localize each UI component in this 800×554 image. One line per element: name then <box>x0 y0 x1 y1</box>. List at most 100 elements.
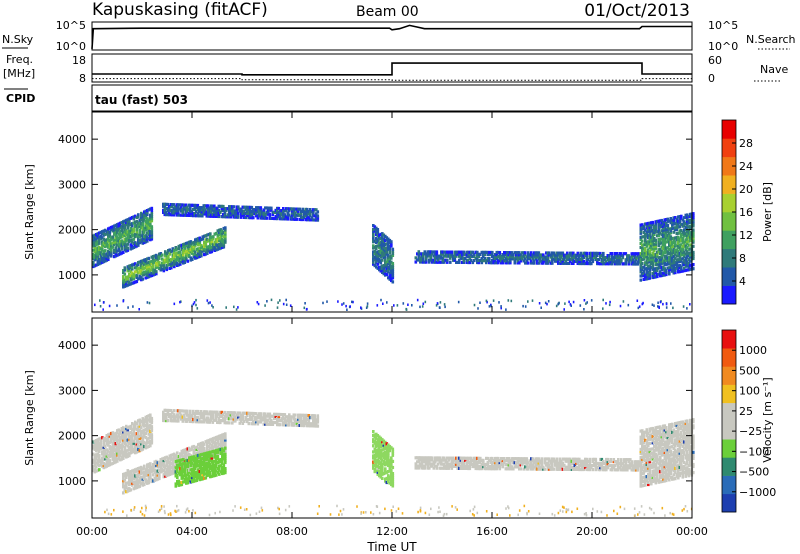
vel-cell <box>273 420 276 425</box>
power-cell <box>687 229 691 233</box>
vel-cell <box>104 451 107 455</box>
vel-cell <box>191 445 194 449</box>
power-cell <box>636 260 640 264</box>
power-cell <box>144 266 148 270</box>
vel-cell <box>177 459 181 463</box>
vel-cell <box>128 435 131 439</box>
power-cell <box>161 257 164 261</box>
power-cell <box>627 260 631 264</box>
power-cell <box>669 245 673 249</box>
power-cell <box>141 215 145 219</box>
power-cell <box>678 263 682 268</box>
power-cell <box>119 231 122 235</box>
vel-cell <box>277 412 281 417</box>
power-cell <box>503 253 506 257</box>
power-cell <box>515 257 518 261</box>
vel-cell <box>277 416 281 421</box>
vel-cell <box>209 438 212 442</box>
power-cell <box>152 259 155 263</box>
power-cell <box>614 256 617 260</box>
power-cell <box>301 217 305 222</box>
power-cell <box>376 256 380 260</box>
power-cell <box>213 208 216 212</box>
power-cell <box>108 247 112 251</box>
power-cell <box>659 274 662 278</box>
power-cell <box>416 298 419 302</box>
power-cell <box>279 217 282 221</box>
vel-cell <box>183 473 187 478</box>
vel-cell <box>174 484 178 488</box>
vel-cell <box>229 411 233 415</box>
power-cell <box>141 265 145 269</box>
power-cell <box>101 252 104 256</box>
vel-cell <box>304 417 308 422</box>
power-cell <box>144 258 148 262</box>
vel-cell <box>191 473 194 478</box>
power-cell <box>423 252 427 256</box>
power-colorbar-tick-label: 4 <box>739 275 746 288</box>
power-cell <box>147 218 151 222</box>
power-cell <box>101 242 104 246</box>
vel-cell <box>101 450 104 454</box>
power-cell <box>602 256 605 260</box>
vel-cell <box>199 420 203 424</box>
power-cell <box>648 221 652 225</box>
vel-cell <box>195 460 199 464</box>
power-cell <box>467 258 470 262</box>
power-cell <box>155 266 158 270</box>
vel-cell <box>195 472 199 476</box>
power-cell <box>144 270 148 274</box>
power-cell <box>213 214 216 218</box>
power-cell <box>98 249 101 254</box>
vel-cell <box>129 451 133 455</box>
vel-cell <box>162 462 166 467</box>
power-cell <box>551 257 554 261</box>
power-cell <box>384 247 387 251</box>
vel-cell <box>234 415 237 419</box>
vel-cell <box>107 457 110 461</box>
vel-cell <box>312 422 315 426</box>
vel-cell <box>128 476 131 480</box>
vel-cell <box>180 458 184 462</box>
power-cell <box>104 255 107 259</box>
power-cell <box>684 260 688 264</box>
power-cell <box>123 266 127 270</box>
power-cell <box>639 266 643 270</box>
vel-cell <box>178 411 182 415</box>
vel-cell <box>215 446 218 450</box>
power-cell <box>681 240 685 245</box>
power-cell <box>570 253 574 257</box>
power-cell <box>461 260 464 264</box>
vel-cell <box>186 447 190 451</box>
vel-cell <box>165 461 169 465</box>
power-cell <box>666 219 670 223</box>
power-cell <box>147 220 151 224</box>
power-cell <box>650 229 653 233</box>
power-cell <box>315 218 318 222</box>
vel-cell <box>104 449 107 453</box>
power-cell <box>420 254 424 258</box>
power-cell <box>194 252 197 256</box>
power-cell <box>175 209 179 213</box>
vel-cell <box>192 477 196 481</box>
vel-cell <box>113 438 116 442</box>
power-cell <box>554 253 557 257</box>
vel-cell <box>213 418 216 422</box>
vel-cell <box>201 445 205 449</box>
power-cell <box>422 256 425 260</box>
power-cell <box>674 271 677 275</box>
vel-cell <box>173 452 176 456</box>
power-cell <box>687 266 691 270</box>
power-cell <box>420 256 424 260</box>
power-cell <box>143 230 146 234</box>
power-cell <box>135 273 139 277</box>
power-cell <box>555 304 558 308</box>
power-cell <box>387 255 390 260</box>
vel-cell <box>113 461 116 465</box>
power-cell <box>425 252 428 256</box>
power-cell <box>651 237 655 241</box>
vel-cell <box>307 422 311 426</box>
power-cell <box>137 241 140 245</box>
vel-cell <box>288 421 291 425</box>
vel-cell <box>102 439 106 443</box>
